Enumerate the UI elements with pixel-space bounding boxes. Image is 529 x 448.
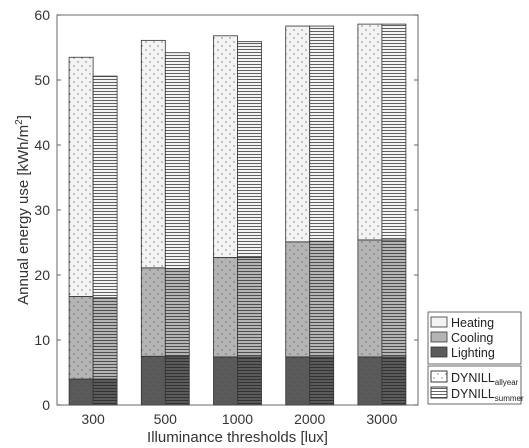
bar-pattern-allyear-lighting-500 <box>140 355 166 406</box>
legend-label-summer: DYNILLsummer <box>451 387 524 403</box>
bar-pattern-allyear-heating-2000 <box>285 25 311 243</box>
y-tick-label: 60 <box>34 7 50 23</box>
bar-pattern-allyear-heating-3000 <box>357 23 383 241</box>
bar-pattern-allyear-cooling-1000 <box>213 257 238 358</box>
y-tick-label: 20 <box>34 267 50 283</box>
legend-label-allyear: DYNILLallyear <box>451 371 519 387</box>
bar-pattern-summer-heating-500 <box>164 52 190 269</box>
legend-label-lighting: Lighting <box>451 346 495 360</box>
bar-pattern-summer-cooling-2000 <box>309 240 335 358</box>
bar-pattern-allyear-cooling-3000 <box>357 239 383 358</box>
bar-pattern-summer-heating-3000 <box>381 23 407 241</box>
bar-pattern-allyear-lighting-1000 <box>213 356 238 406</box>
legend-swatch-heating <box>430 316 448 328</box>
y-tick-label: 10 <box>34 332 50 348</box>
x-tick-label: 2000 <box>294 411 325 427</box>
y-axis-label: Annual energy use [kWh/m2] <box>14 115 32 305</box>
bar-pattern-summer-cooling-300 <box>92 297 118 380</box>
bar-pattern-summer-cooling-3000 <box>381 239 407 358</box>
legend-swatch-cooling <box>430 331 448 343</box>
x-tick-label: 500 <box>154 411 178 427</box>
bar-pattern-summer-lighting-300 <box>92 378 118 406</box>
legend-swatch-lighting <box>430 346 448 358</box>
bar-pattern-allyear-lighting-300 <box>68 378 94 406</box>
y-tick-label: 30 <box>34 202 50 218</box>
legend-label-heating: Heating <box>451 316 494 330</box>
legend-label-cooling: Cooling <box>451 331 493 345</box>
x-tick-label: 1000 <box>222 411 253 427</box>
bar-pattern-allyear-lighting-2000 <box>285 356 311 406</box>
bar-pattern-allyear-heating-1000 <box>213 35 238 258</box>
bar-pattern-allyear-cooling-300 <box>68 296 94 380</box>
bar-pattern-summer-cooling-1000 <box>237 257 262 358</box>
bar-pattern-summer-heating-2000 <box>309 25 335 242</box>
bar-pattern-allyear-heating-500 <box>140 39 166 269</box>
x-axis-label: Illuminance thresholds [lux] <box>147 429 328 446</box>
y-tick-label: 50 <box>34 72 50 88</box>
x-tick-label: 300 <box>81 411 105 427</box>
bar-pattern-allyear-heating-300 <box>68 56 94 297</box>
bar-pattern-summer-heating-300 <box>92 75 118 299</box>
legend-swatch-summer <box>430 386 448 399</box>
x-tick-label: 3000 <box>366 411 397 427</box>
bar-pattern-allyear-lighting-3000 <box>357 356 383 406</box>
bar-pattern-summer-lighting-2000 <box>309 356 335 406</box>
bar-pattern-summer-lighting-3000 <box>381 356 407 406</box>
y-tick-label: 0 <box>42 397 50 413</box>
legend-swatch-allyear <box>430 370 448 383</box>
bar-pattern-allyear-cooling-500 <box>140 267 166 357</box>
bar-pattern-summer-lighting-1000 <box>237 356 262 406</box>
bar-pattern-summer-heating-1000 <box>237 41 262 258</box>
y-tick-label: 40 <box>34 137 50 153</box>
bar-pattern-summer-cooling-500 <box>164 268 190 357</box>
bar-pattern-summer-lighting-500 <box>164 355 190 406</box>
bar-pattern-allyear-cooling-2000 <box>285 241 311 358</box>
